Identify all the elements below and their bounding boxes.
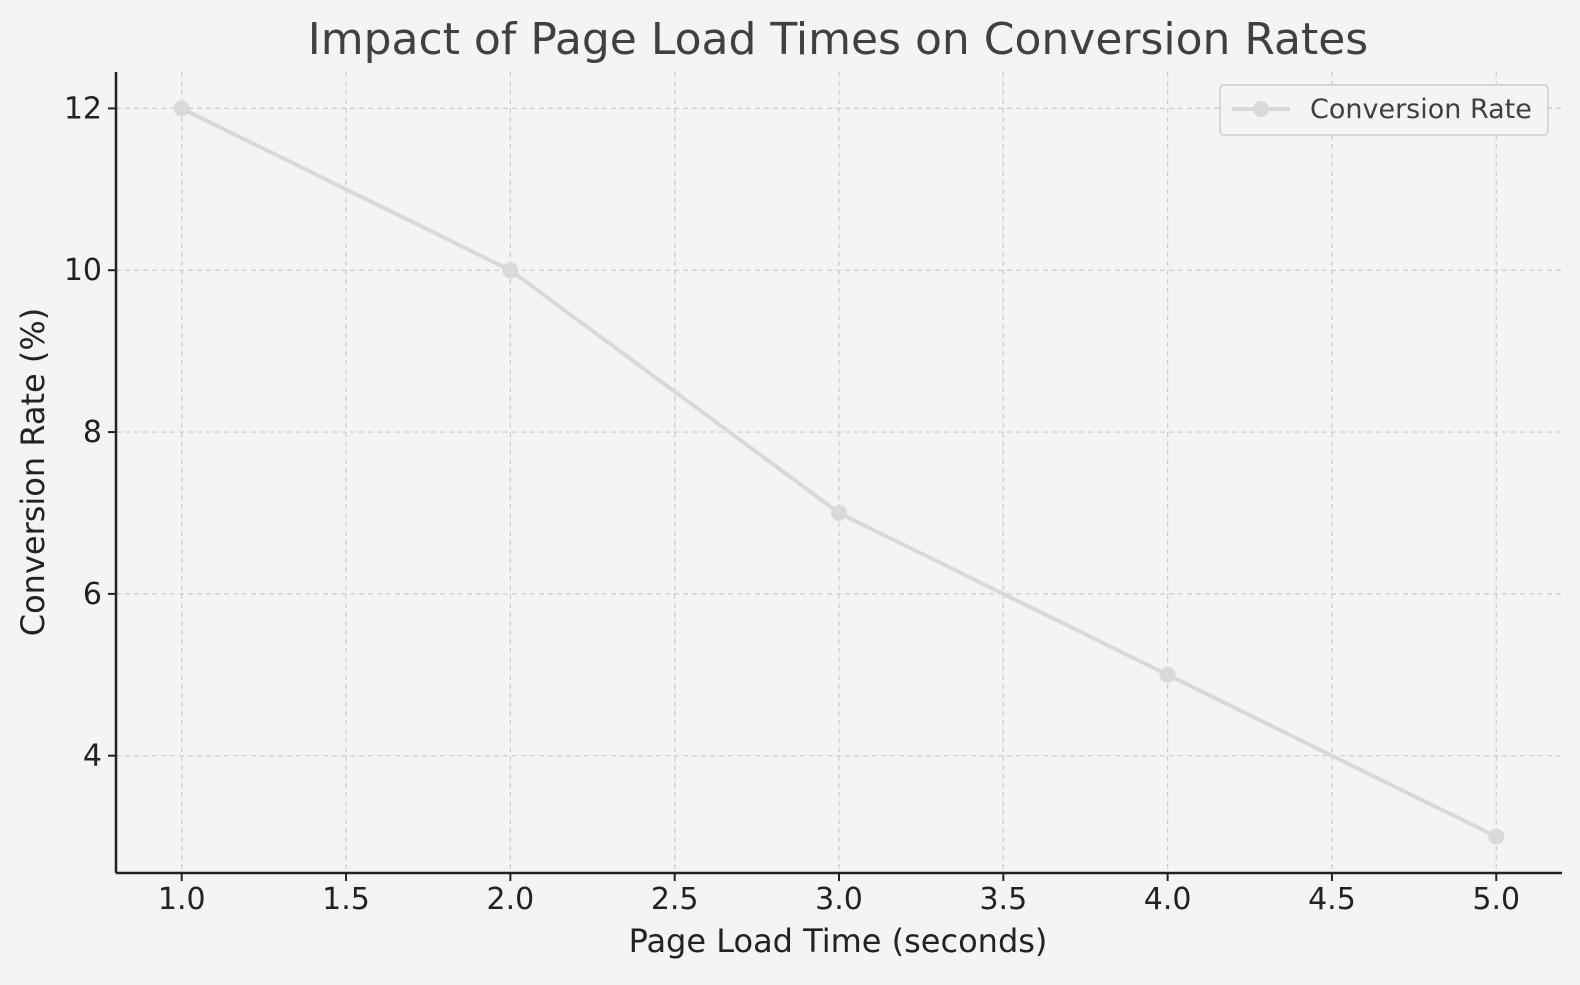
legend-marker-sample <box>1253 101 1269 117</box>
y-tick-label: 4 <box>83 739 102 774</box>
x-axis-ticks: 1.0 1.5 2.0 2.5 3.0 3.5 4.0 4.5 5.0 <box>158 873 1520 917</box>
data-point <box>502 262 519 279</box>
x-tick-label: 1.5 <box>322 882 370 917</box>
y-axis-label: Conversion Rate (%) <box>14 308 52 637</box>
y-axis-ticks: 4 6 8 10 12 <box>64 91 116 774</box>
y-tick-label: 8 <box>83 415 102 450</box>
data-point <box>173 100 190 117</box>
x-tick-label: 4.5 <box>1308 882 1356 917</box>
series-layer <box>173 100 1505 845</box>
y-tick-label: 10 <box>64 253 102 288</box>
x-tick-label: 2.5 <box>651 882 699 917</box>
data-point <box>1159 666 1176 683</box>
x-tick-label: 3.0 <box>815 882 863 917</box>
y-tick-label: 12 <box>64 91 102 126</box>
data-point <box>1488 828 1505 845</box>
legend: Conversion Rate <box>1219 84 1549 136</box>
x-axis-label: Page Load Time (seconds) <box>629 922 1048 960</box>
x-tick-label: 4.0 <box>1144 882 1192 917</box>
x-tick-label: 2.0 <box>487 882 535 917</box>
chart-title: Impact of Page Load Times on Conversion … <box>308 14 1368 65</box>
data-point <box>831 504 847 521</box>
y-tick-label: 6 <box>83 577 102 612</box>
x-tick-label: 1.0 <box>158 882 206 917</box>
legend-label: Conversion Rate <box>1310 94 1532 125</box>
grid-lines <box>116 72 1562 873</box>
x-tick-label: 5.0 <box>1472 882 1520 917</box>
legend-box <box>1219 84 1549 136</box>
x-tick-label: 3.5 <box>979 882 1027 917</box>
